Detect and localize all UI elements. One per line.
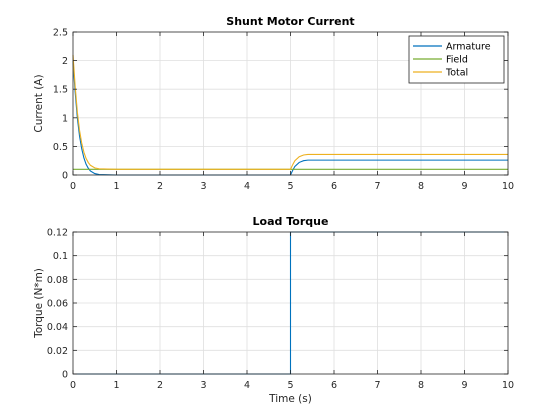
x-tick-label: 7 — [374, 380, 380, 391]
chart-title: Shunt Motor Current — [226, 15, 354, 28]
x-tick-label: 8 — [418, 380, 424, 391]
series-line-armature — [72, 60, 508, 176]
x-tick-label: 1 — [113, 181, 119, 192]
x-tick-label: 10 — [502, 181, 514, 192]
y-tick-label: 1 — [62, 113, 68, 124]
x-tick-label: 3 — [200, 380, 206, 391]
x-tick-label: 0 — [70, 181, 76, 192]
y-tick-label: 1.5 — [53, 85, 68, 96]
y-tick-label: 2 — [62, 56, 68, 67]
y-tick-label: 0.06 — [47, 299, 68, 310]
x-tick-label: 1 — [113, 380, 119, 391]
x-tick-label: 2 — [157, 380, 163, 391]
y-tick-label: 0.1 — [53, 251, 68, 262]
y-tick-label: 0.12 — [47, 228, 68, 239]
y-tick-label: 0 — [62, 171, 68, 182]
x-tick-label: 8 — [418, 181, 424, 192]
x-tick-label: 6 — [331, 380, 337, 391]
x-axis-label: Time (s) — [268, 393, 312, 405]
y-axis-label: Current (A) — [33, 74, 45, 132]
torque-plot: 0 1 2 3 4 5 6 7 8 9 10 0 0.02 0.04 0.06 0.08 0.1 0.12 Load… — [33, 215, 514, 405]
x-tick-label: 0 — [70, 380, 76, 391]
x-tick-label: 5 — [287, 380, 293, 391]
y-tick-label: 0 — [62, 370, 68, 381]
legend: Armature Field Total — [408, 35, 505, 84]
legend-label-total: Total — [445, 68, 468, 79]
y-tick-label: 0.02 — [47, 346, 68, 357]
x-tick-label: 6 — [331, 181, 337, 192]
x-tick-label: 10 — [502, 380, 514, 391]
current-plot: 0 1 2 3 4 5 6 7 8 9 10 0 0.5 1 1.5 2 2.5 Shunt Motor Curr… — [33, 15, 514, 192]
x-tick-label: 9 — [461, 380, 467, 391]
x-tick-label: 4 — [244, 181, 250, 192]
y-axis-label: Torque (N*m) — [33, 268, 45, 339]
y-tick-label: 0.04 — [47, 322, 68, 333]
chart-title: Load Torque — [253, 215, 329, 228]
x-tick-label: 9 — [461, 181, 467, 192]
x-tick-label: 2 — [157, 181, 163, 192]
x-tick-label: 5 — [287, 181, 293, 192]
y-tick-label: 2.5 — [53, 28, 68, 39]
series-line-total — [72, 54, 508, 170]
y-tick-label: 0.08 — [47, 275, 68, 286]
x-tick-label: 3 — [200, 181, 206, 192]
x-tick-label: 4 — [244, 380, 250, 391]
legend-label-field: Field — [446, 55, 468, 66]
legend-label-armature: Armature — [446, 42, 491, 53]
x-tick-label: 7 — [374, 181, 380, 192]
y-tick-label: 0.5 — [53, 142, 68, 153]
